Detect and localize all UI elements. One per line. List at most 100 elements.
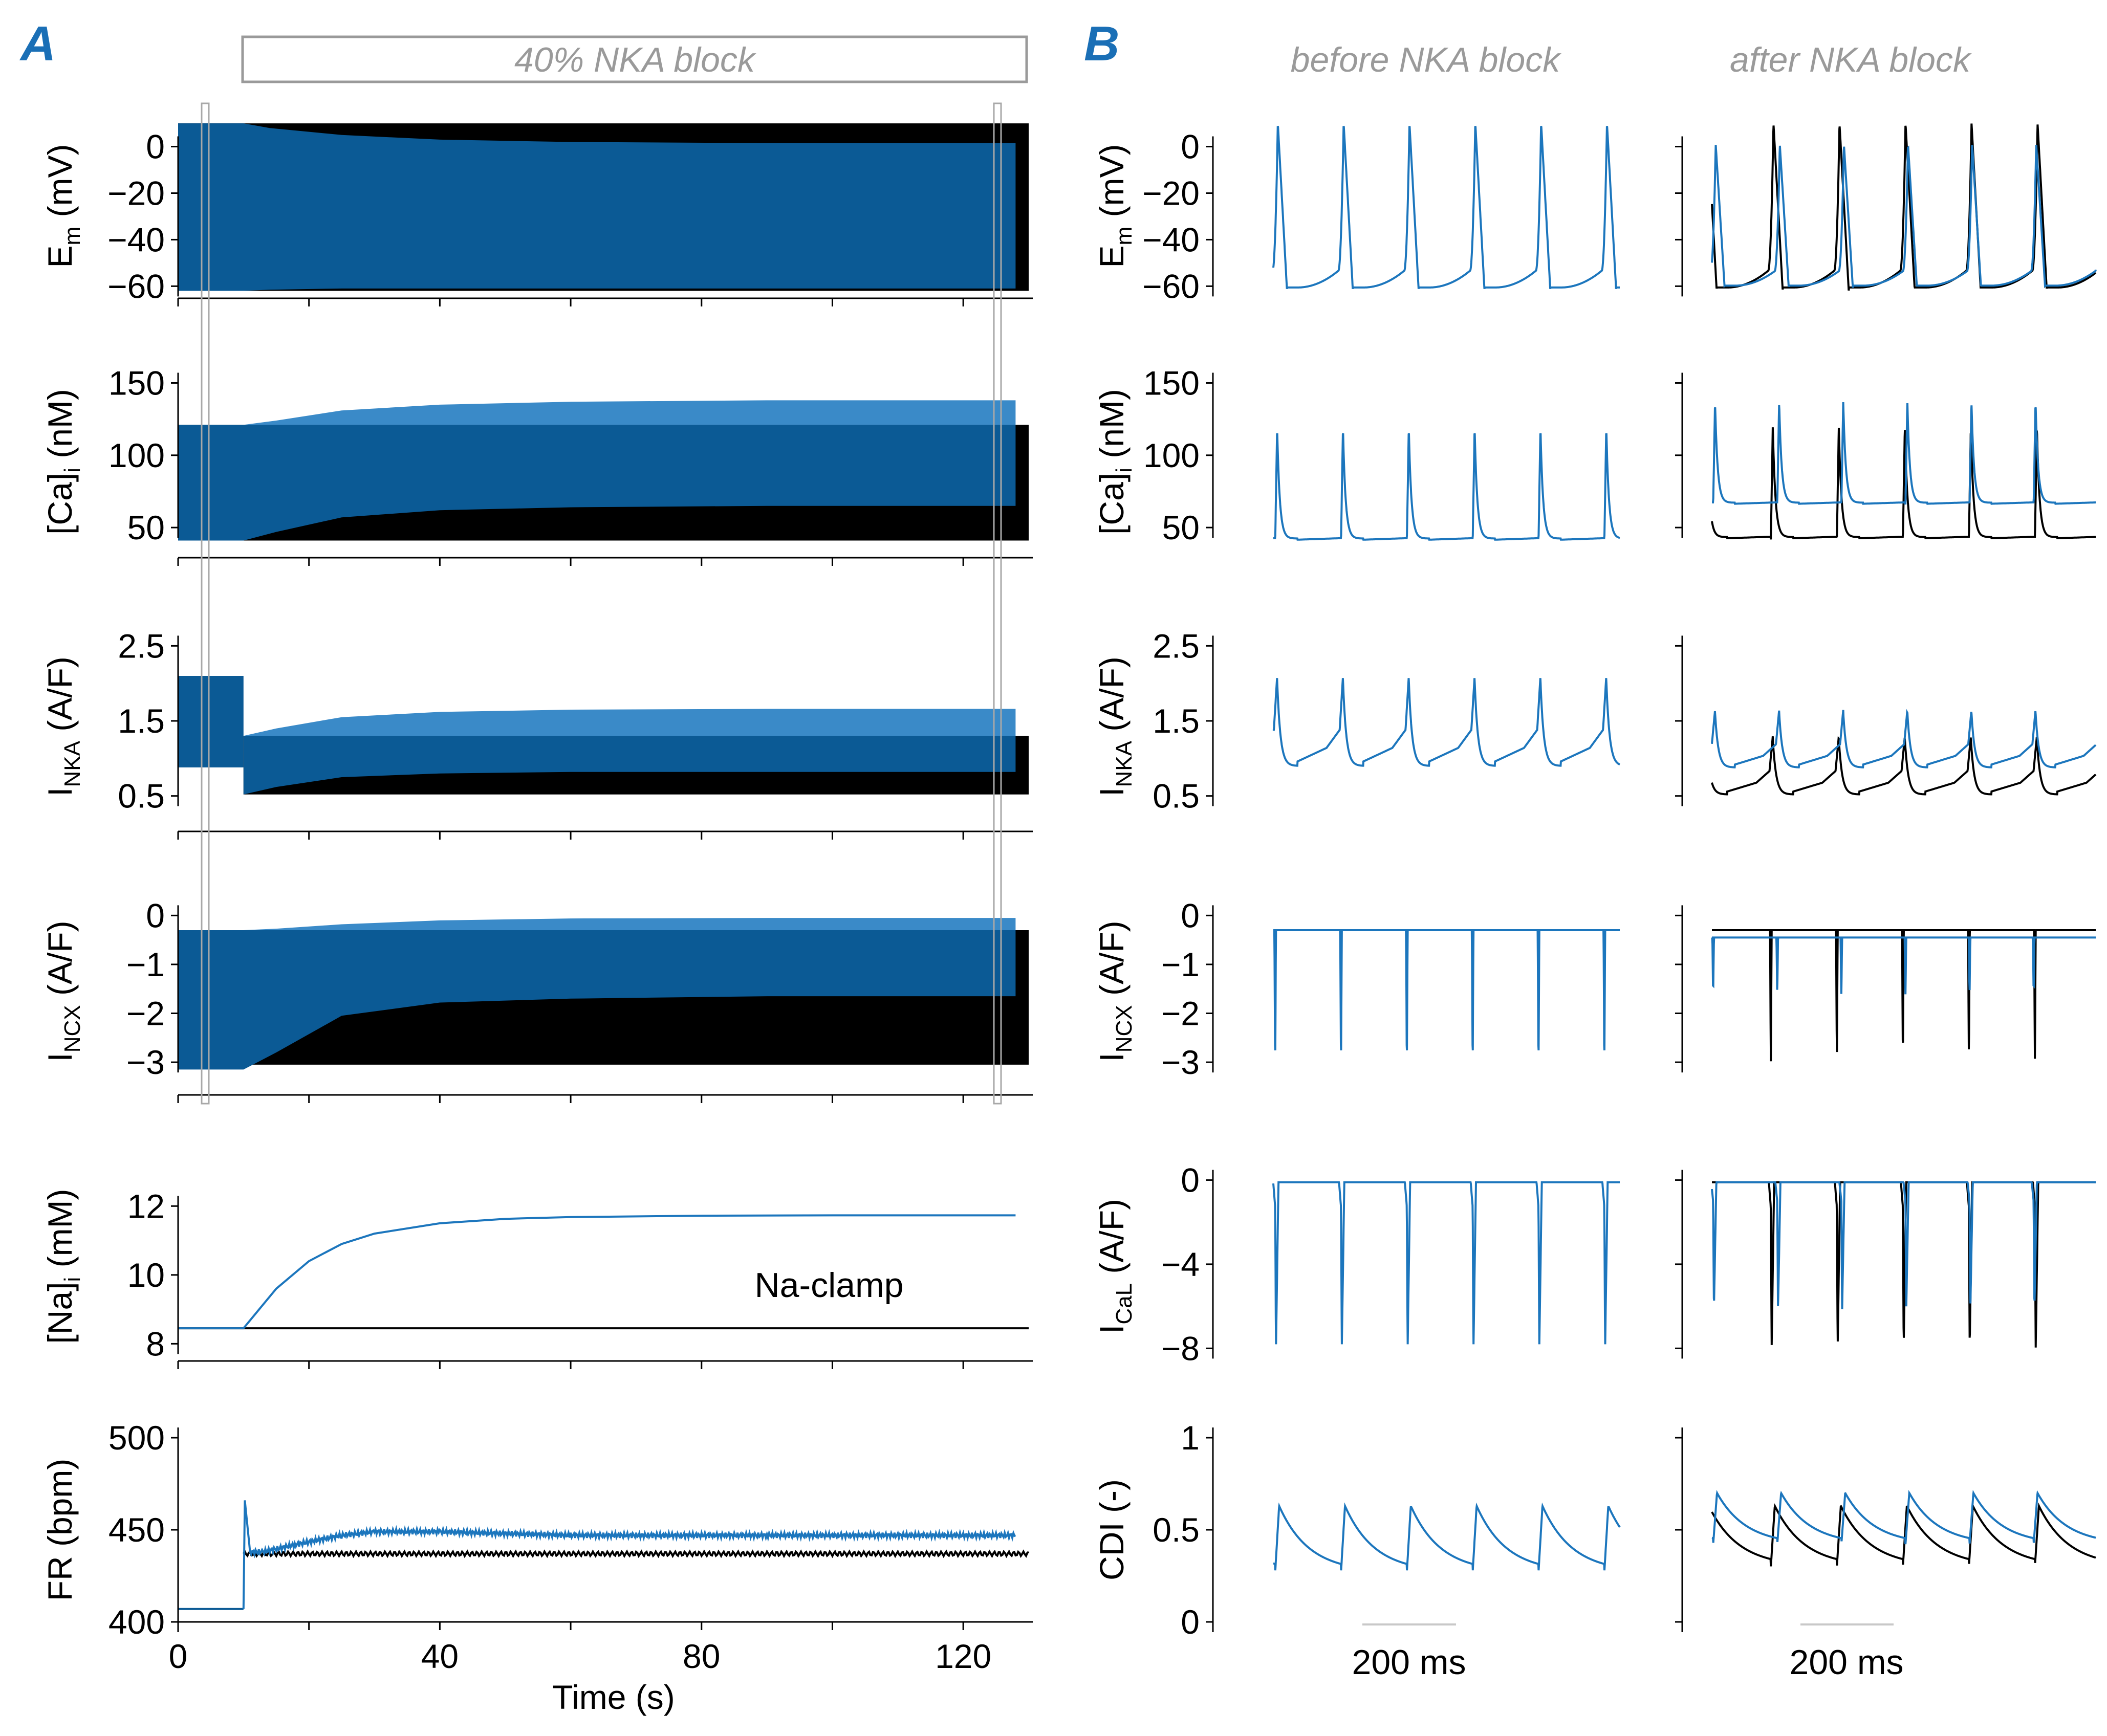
a-em-band-blue	[178, 123, 1016, 291]
b-em-ylabel: Em (mV)	[1093, 144, 1137, 268]
a-inka-band-blue	[243, 736, 1016, 795]
b-ca-y-tick-label: 50	[1162, 509, 1200, 546]
a-inka-y-tick-label: 0.5	[118, 777, 165, 815]
b-cdi-trace-before	[1273, 1502, 1621, 1571]
a-na-line-trace_blue	[178, 1214, 1016, 1330]
a-fr-y-tick-label: 450	[108, 1511, 165, 1549]
scale-bar-label-after: 200 ms	[1790, 1643, 1904, 1682]
b-ca-trace-before	[1273, 433, 1620, 541]
after-header: after NKA block	[1730, 40, 1972, 79]
a-na-y-tick-label: 8	[146, 1325, 165, 1363]
b-inka-ylabel-sub: NKA	[1112, 740, 1137, 787]
b-ical-ylabel-sub: CaL	[1112, 1283, 1137, 1325]
panel-letter-a: A	[19, 16, 56, 71]
b-cdi-ylabel: CDI (-)	[1093, 1479, 1131, 1580]
b-em-y-tick-label: −40	[1142, 221, 1200, 258]
a-em-ylabel-sub: m	[60, 227, 85, 246]
a-ca-ylabel-sub: i	[60, 468, 85, 473]
b-ical-trace-before	[1272, 1181, 1620, 1345]
b-ca-ylabel: [Ca]i (nM)	[1093, 389, 1137, 535]
a-em-y-tick-label: 0	[146, 128, 165, 166]
a-inka-ylabel-unit: (A/F)	[41, 656, 79, 741]
b-cdi-y-tick-label: 1	[1181, 1419, 1200, 1457]
a-incx-ylabel-main: I	[41, 1052, 79, 1062]
scale-bar-label-before: 200 ms	[1352, 1643, 1466, 1682]
a-inka-band-light_blue	[243, 709, 1016, 736]
a-fr-y-tick-label: 500	[108, 1419, 165, 1457]
b-cdi-trace-after-trace_blue	[1711, 1489, 2096, 1545]
b-cdi-ylabel-text: CDI (-)	[1093, 1479, 1131, 1580]
window-before-marker	[201, 102, 210, 1105]
a-ca-band-light_blue	[178, 400, 1016, 425]
b-ical-ylabel-text: ICaL (A/F)	[1093, 1199, 1137, 1334]
b-ical-ylabel-main: I	[1093, 1325, 1131, 1334]
a-fr-ylabel: FR (bpm)	[41, 1459, 79, 1601]
b-em-y-tick-label: 0	[1181, 128, 1200, 166]
nka-block-box	[241, 35, 1028, 83]
b-inka-ylabel-main: I	[1093, 787, 1131, 797]
a-na-ylabel-unit: (mM)	[41, 1189, 79, 1277]
a-incx-ylabel-unit: (A/F)	[41, 920, 79, 1005]
b-incx-trace-after-trace_blue	[1711, 936, 2096, 995]
b-inka-ylabel-unit: (A/F)	[1093, 656, 1131, 741]
a-incx-y-tick-label: −2	[126, 995, 165, 1032]
a-incx-band-light_blue	[243, 918, 1016, 930]
b-em-y-tick-label: −60	[1142, 267, 1200, 305]
b-inka-y-tick-label: 2.5	[1153, 627, 1200, 665]
b-incx-y-tick-label: 0	[1181, 896, 1200, 934]
a-inka-y-tick-label: 1.5	[118, 702, 165, 740]
b-cdi-y-tick-label: 0.5	[1153, 1511, 1200, 1549]
a-na-ylabel-text: [Na]i (mM)	[41, 1189, 85, 1344]
b-incx-y-tick-label: −1	[1161, 946, 1200, 983]
a-fr-ylabel-text: FR (bpm)	[41, 1459, 79, 1601]
a-na-ylabel-main: [Na]	[41, 1282, 79, 1344]
b-ca-y-tick-label: 100	[1143, 436, 1200, 474]
window-after-marker	[993, 102, 1002, 1105]
b-incx-ylabel-unit: (A/F)	[1093, 920, 1131, 1005]
a-fr-line-trace_blue	[242, 1500, 1016, 1609]
a-inka-ylabel-main: I	[41, 787, 79, 797]
a-ca-y-tick-label: 150	[108, 364, 165, 402]
a-inka-ylabel: INKA (A/F)	[41, 656, 85, 797]
b-ca-ylabel-main: [Ca]	[1093, 473, 1131, 535]
b-ical-ylabel: ICaL (A/F)	[1093, 1199, 1137, 1334]
shape-layer	[171, 102, 2097, 1632]
a-incx-ylabel: INCX (A/F)	[41, 920, 85, 1062]
b-ical-ylabel-unit: (A/F)	[1093, 1199, 1131, 1283]
a-inka-ylabel-text: INKA (A/F)	[41, 656, 85, 797]
a-ca-ylabel: [Ca]i (nM)	[41, 389, 85, 535]
b-em-ylabel-sub: m	[1112, 227, 1137, 246]
a-em-y-tick-label: −60	[107, 267, 165, 305]
b-ca-trace-after-trace_blue	[1712, 402, 2096, 505]
b-ca-ylabel-text: [Ca]i (nM)	[1093, 389, 1137, 535]
a-fr-x-tick-label: 0	[169, 1637, 188, 1675]
a-incx-y-tick-label: −3	[126, 1043, 165, 1081]
b-incx-ylabel: INCX (A/F)	[1093, 920, 1137, 1062]
a-em-y-tick-label: −40	[107, 221, 165, 258]
b-ical-trace-after-trace_blue	[1711, 1181, 2096, 1309]
a-inka-ylabel-sub: NKA	[60, 740, 85, 787]
b-inka-ylabel: INKA (A/F)	[1093, 656, 1137, 797]
a-na-y-tick-label: 12	[127, 1187, 165, 1225]
a-inka-y-tick-label: 2.5	[118, 627, 165, 665]
b-incx-y-tick-label: −3	[1161, 1043, 1200, 1081]
before-header: before NKA block	[1291, 40, 1562, 79]
b-incx-ylabel-main: I	[1093, 1052, 1131, 1062]
a-na-ylabel: [Na]i (mM)	[41, 1189, 85, 1344]
b-incx-trace-after-black	[1712, 929, 2096, 1062]
b-em-trace-before	[1272, 125, 1620, 289]
b-em-trace-after-trace_blue	[1711, 145, 2097, 289]
b-inka-trace-after-trace_blue	[1711, 709, 2097, 768]
a-ca-y-tick-label: 100	[108, 436, 165, 474]
b-inka-y-tick-label: 0.5	[1153, 777, 1200, 815]
b-ical-y-tick-label: 0	[1181, 1161, 1200, 1199]
a-incx-y-tick-label: −1	[126, 946, 165, 983]
a-inka-band-blue	[178, 676, 244, 767]
a-em-y-tick-label: −20	[107, 174, 165, 212]
a-incx-band-blue	[178, 930, 1016, 1070]
a-incx-ylabel-sub: NCX	[60, 1005, 85, 1052]
b-inka-trace-before	[1272, 678, 1620, 767]
b-ical-y-tick-label: −8	[1161, 1329, 1200, 1367]
b-incx-trace-before	[1273, 929, 1620, 1050]
